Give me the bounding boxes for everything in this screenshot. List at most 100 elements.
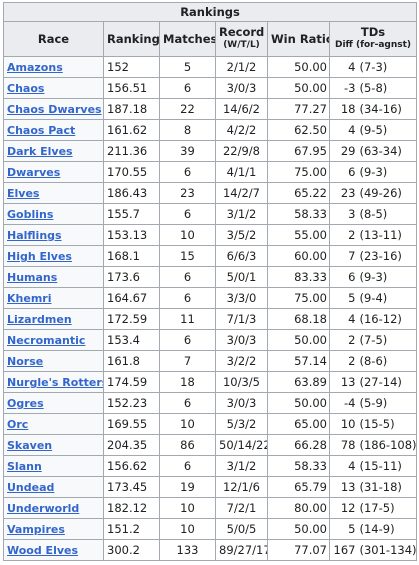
race-link[interactable]: High Elves <box>7 250 72 263</box>
race-link[interactable]: Norse <box>7 355 44 368</box>
matches-cell: 39 <box>159 140 216 162</box>
td-diff-cell: 5 <box>329 287 358 309</box>
td-for-against-cell: (301-134) <box>357 539 418 561</box>
race-cell: Dwarves <box>3 161 104 183</box>
win-ratio-cell: 50.00 <box>267 329 330 351</box>
ranking-cell: 173.6 <box>103 266 160 288</box>
header-tds-sub: Diff (for-agnst) <box>334 40 412 50</box>
td-diff-cell: 6 <box>329 161 358 183</box>
race-link[interactable]: Chaos Dwarves <box>7 103 102 116</box>
table-row: Goblins 155.7 6 3/1/2 58.33 3 (8-5) <box>3 203 418 225</box>
race-link[interactable]: Lizardmen <box>7 313 72 326</box>
race-link[interactable]: Vampires <box>7 523 65 536</box>
td-diff-cell: 29 <box>329 140 358 162</box>
td-diff-cell: 78 <box>329 434 358 456</box>
race-link[interactable]: Undead <box>7 481 55 494</box>
race-link[interactable]: Chaos Pact <box>7 124 76 137</box>
header-tds: TDs Diff (for-agnst) <box>328 21 418 57</box>
record-cell: 3/0/3 <box>215 77 268 99</box>
race-link[interactable]: Skaven <box>7 439 53 452</box>
race-cell: Norse <box>3 350 104 372</box>
matches-cell: 6 <box>159 161 216 183</box>
matches-cell: 23 <box>159 182 216 204</box>
matches-cell: 7 <box>159 350 216 372</box>
win-ratio-cell: 83.33 <box>267 266 330 288</box>
ranking-cell: 161.8 <box>103 350 160 372</box>
race-link[interactable]: Khemri <box>7 292 52 305</box>
race-link[interactable]: Necromantic <box>7 334 86 347</box>
win-ratio-cell: 57.14 <box>267 350 330 372</box>
matches-cell: 15 <box>159 245 216 267</box>
record-cell: 14/2/7 <box>215 182 268 204</box>
matches-cell: 6 <box>159 287 216 309</box>
record-cell: 4/2/2 <box>215 119 268 141</box>
race-link[interactable]: Orc <box>7 418 29 431</box>
ranking-cell: 187.18 <box>103 98 160 120</box>
race-link[interactable]: Amazons <box>7 61 63 74</box>
race-link[interactable]: Dwarves <box>7 166 61 179</box>
race-link[interactable]: Ogres <box>7 397 44 410</box>
table-row: Dark Elves 211.36 39 22/9/8 67.95 29 (63-34) <box>3 140 418 162</box>
td-for-against-cell: (13-11) <box>357 224 418 246</box>
race-link[interactable]: Wood Elves <box>7 544 79 557</box>
header-race: Race <box>3 21 104 57</box>
race-link[interactable]: Elves <box>7 187 40 200</box>
ranking-cell: 151.2 <box>103 518 160 540</box>
race-cell: Wood Elves <box>3 539 104 561</box>
table-row: High Elves 168.1 15 6/6/3 60.00 7 (23-16) <box>3 245 418 267</box>
race-link[interactable]: Goblins <box>7 208 54 221</box>
table-row: Necromantic 153.4 6 3/0/3 50.00 2 (7-5) <box>3 329 418 351</box>
race-link[interactable]: Chaos <box>7 82 45 95</box>
ranking-cell: 173.45 <box>103 476 160 498</box>
td-for-against-cell: (5-9) <box>357 392 418 414</box>
table-row: Lizardmen 172.59 11 7/1/3 68.18 4 (16-12) <box>3 308 418 330</box>
td-diff-cell: 18 <box>329 98 358 120</box>
header-record-text: Record <box>219 25 265 39</box>
record-cell: 2/1/2 <box>215 56 268 78</box>
race-link[interactable]: Underworld <box>7 502 80 515</box>
record-cell: 89/27/17 <box>215 539 268 561</box>
win-ratio-cell: 58.33 <box>267 455 330 477</box>
record-cell: 50/14/22 <box>215 434 268 456</box>
race-link[interactable]: Halflings <box>7 229 62 242</box>
matches-cell: 10 <box>159 224 216 246</box>
race-cell: Amazons <box>3 56 104 78</box>
header-tds-text: TDs <box>360 25 386 39</box>
race-link[interactable]: Slann <box>7 460 42 473</box>
header-record-sub: (W/T/L) <box>223 40 260 50</box>
record-cell: 5/0/1 <box>215 266 268 288</box>
matches-cell: 8 <box>159 119 216 141</box>
td-diff-cell: 4 <box>329 308 358 330</box>
ranking-cell: 174.59 <box>103 371 160 393</box>
ranking-cell: 161.62 <box>103 119 160 141</box>
table-row: Nurgle's Rotters 174.59 18 10/3/5 63.89 13 (27… <box>3 371 418 393</box>
td-diff-cell: 12 <box>329 497 358 519</box>
matches-cell: 133 <box>159 539 216 561</box>
ranking-cell: 153.4 <box>103 329 160 351</box>
td-for-against-cell: (49-26) <box>357 182 418 204</box>
td-diff-cell: 23 <box>329 182 358 204</box>
win-ratio-cell: 77.27 <box>267 98 330 120</box>
table-row: Wood Elves 300.2 133 89/27/17 77.07 167 (301-1… <box>3 539 418 561</box>
race-cell: Nurgle's Rotters <box>3 371 104 393</box>
race-link[interactable]: Humans <box>7 271 58 284</box>
matches-cell: 6 <box>159 392 216 414</box>
td-for-against-cell: (9-3) <box>357 266 418 288</box>
race-link[interactable]: Nurgle's Rotters <box>7 376 104 389</box>
ranking-cell: 152.23 <box>103 392 160 414</box>
ranking-cell: 168.1 <box>103 245 160 267</box>
race-cell: Humans <box>3 266 104 288</box>
td-diff-cell: 4 <box>329 455 358 477</box>
matches-cell: 6 <box>159 266 216 288</box>
race-cell: Lizardmen <box>3 308 104 330</box>
race-link[interactable]: Dark Elves <box>7 145 73 158</box>
matches-cell: 10 <box>159 413 216 435</box>
ranking-cell: 169.55 <box>103 413 160 435</box>
record-cell: 14/6/2 <box>215 98 268 120</box>
ranking-cell: 155.7 <box>103 203 160 225</box>
td-diff-cell: 7 <box>329 245 358 267</box>
win-ratio-cell: 50.00 <box>267 518 330 540</box>
ranking-cell: 182.12 <box>103 497 160 519</box>
win-ratio-cell: 65.22 <box>267 182 330 204</box>
